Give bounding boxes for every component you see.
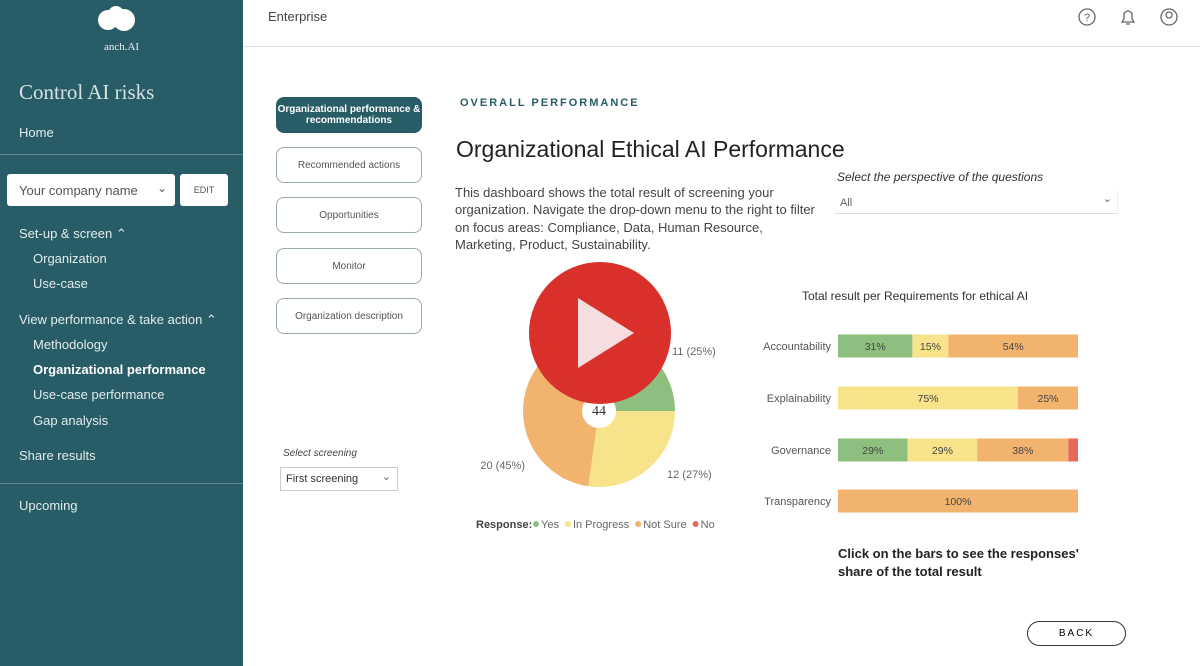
user-icon[interactable] bbox=[1160, 8, 1178, 26]
legend-label: Yes bbox=[541, 519, 559, 531]
tab[interactable]: Monitor bbox=[276, 248, 422, 284]
logo-text: anch.AI bbox=[103, 41, 140, 53]
bar-segment bbox=[838, 438, 908, 462]
chevron: ⌄ bbox=[156, 181, 167, 195]
screening-value: First screening bbox=[286, 473, 359, 485]
donut-label: 20 (45%) bbox=[480, 460, 525, 472]
bar-value-label: 29% bbox=[932, 445, 953, 457]
legend-dot bbox=[692, 521, 699, 527]
donut-slice bbox=[588, 411, 675, 488]
topbar-border bbox=[243, 46, 1200, 47]
eyebrow: OVERALL PERFORMANCE bbox=[460, 97, 640, 109]
divider bbox=[0, 154, 243, 155]
description: This dashboard shows the total result of… bbox=[455, 185, 815, 252]
back-button[interactable]: BACK bbox=[1027, 621, 1126, 646]
bar-value-label: 75% bbox=[917, 393, 938, 405]
section-label: View performance & take action bbox=[19, 312, 203, 327]
tab[interactable]: Opportunities bbox=[276, 197, 422, 233]
perspective-select[interactable]: All ⌄ bbox=[835, 191, 1118, 214]
donut-slice bbox=[522, 335, 599, 487]
bar-value-label: 31% bbox=[865, 341, 886, 353]
perspective-value: All bbox=[840, 197, 853, 209]
legend-title: Response: bbox=[476, 519, 532, 531]
category-label: Accountability bbox=[763, 341, 831, 353]
category-label: Transparency bbox=[764, 496, 831, 508]
donut-total: 44 bbox=[592, 404, 606, 419]
sidebar-title: Control AI risks bbox=[19, 80, 155, 104]
bar-value-label: 100% bbox=[945, 496, 972, 508]
category-label: Explainability bbox=[767, 393, 832, 405]
nav-section[interactable]: Set-up & screen ⌃ bbox=[19, 226, 127, 241]
play-triangle bbox=[578, 298, 634, 368]
nav-home[interactable]: Home bbox=[19, 125, 54, 140]
bar-segment bbox=[1068, 438, 1078, 462]
tab[interactable]: Organization description bbox=[276, 298, 422, 334]
company-select[interactable]: Your company name ⌄ bbox=[7, 174, 175, 206]
chevron: ⌄ bbox=[1102, 193, 1112, 205]
page-title: Organizational Ethical AI Performance bbox=[456, 136, 845, 162]
tab[interactable]: Recommended actions bbox=[276, 147, 422, 183]
help-icon[interactable]: ? bbox=[1078, 8, 1096, 26]
bar-value-label: 29% bbox=[862, 445, 883, 457]
legend-label: In Progress bbox=[573, 519, 630, 531]
topbar-icons: ? bbox=[1078, 8, 1178, 26]
divider bbox=[0, 483, 243, 484]
edit-button[interactable]: EDIT bbox=[180, 174, 228, 206]
nav-share[interactable]: Share results bbox=[19, 448, 96, 463]
nav-item[interactable]: Use-case bbox=[33, 276, 88, 291]
legend-dot bbox=[564, 521, 571, 527]
legend-dot bbox=[635, 521, 642, 527]
donut-label: 12 (27%) bbox=[667, 469, 712, 481]
chevron: ⌄ bbox=[381, 471, 391, 483]
play-button bbox=[529, 262, 671, 404]
nav-upcoming[interactable]: Upcoming bbox=[19, 498, 78, 513]
bar-segment bbox=[948, 334, 1078, 358]
nav-item[interactable]: Gap analysis bbox=[33, 413, 109, 428]
svg-text:?: ? bbox=[1084, 12, 1090, 24]
bar-segment bbox=[1018, 386, 1078, 410]
bars-title: Total result per Requirements for ethica… bbox=[802, 289, 1028, 303]
donut-slice bbox=[588, 335, 599, 411]
company-name: Your company name bbox=[19, 183, 138, 198]
nav-section[interactable]: View performance & take action ⌃ bbox=[19, 312, 217, 327]
nav-item-active[interactable]: Organizational performance bbox=[33, 362, 206, 377]
nav-item[interactable]: Use-case performance bbox=[33, 387, 165, 402]
legend-dot bbox=[533, 521, 539, 527]
donut-slice bbox=[599, 335, 675, 411]
bar-value-label: 54% bbox=[1003, 341, 1024, 353]
screening-select[interactable]: First screening ⌄ bbox=[280, 467, 398, 491]
legend-label: Not Sure bbox=[643, 519, 686, 531]
category-label: Governance bbox=[771, 445, 831, 457]
topbar-title: Enterprise bbox=[268, 9, 328, 24]
bar-segment bbox=[838, 489, 1078, 513]
legend-label: No bbox=[701, 519, 715, 531]
nav-item[interactable]: Methodology bbox=[33, 337, 108, 352]
bar-value-label: 25% bbox=[1037, 393, 1058, 405]
logo-icon bbox=[98, 6, 135, 31]
perspective-label: Select the perspective of the questions bbox=[837, 170, 1044, 184]
tab-active[interactable]: Organizational performance & recommendat… bbox=[276, 97, 422, 133]
section-label: Set-up & screen bbox=[19, 226, 113, 241]
bell-icon[interactable] bbox=[1120, 10, 1136, 25]
bar-value-label: 38% bbox=[1012, 445, 1033, 457]
nav-item[interactable]: Organization bbox=[33, 251, 107, 266]
bar-segment bbox=[977, 438, 1069, 462]
donut-hole bbox=[582, 394, 616, 428]
bar-segment bbox=[838, 386, 1018, 410]
screening-label: Select screening bbox=[283, 448, 357, 459]
donut-label: 11 (25%) bbox=[672, 346, 716, 358]
bar-segment bbox=[912, 334, 949, 358]
bars-note: Click on the bars to see the responses' … bbox=[838, 546, 1079, 579]
bar-value-label: 15% bbox=[920, 341, 941, 353]
sidebar: anch.AI Control AI risks Home Your compa… bbox=[0, 0, 243, 666]
bar-segment bbox=[907, 438, 978, 462]
bar-segment bbox=[838, 334, 913, 358]
